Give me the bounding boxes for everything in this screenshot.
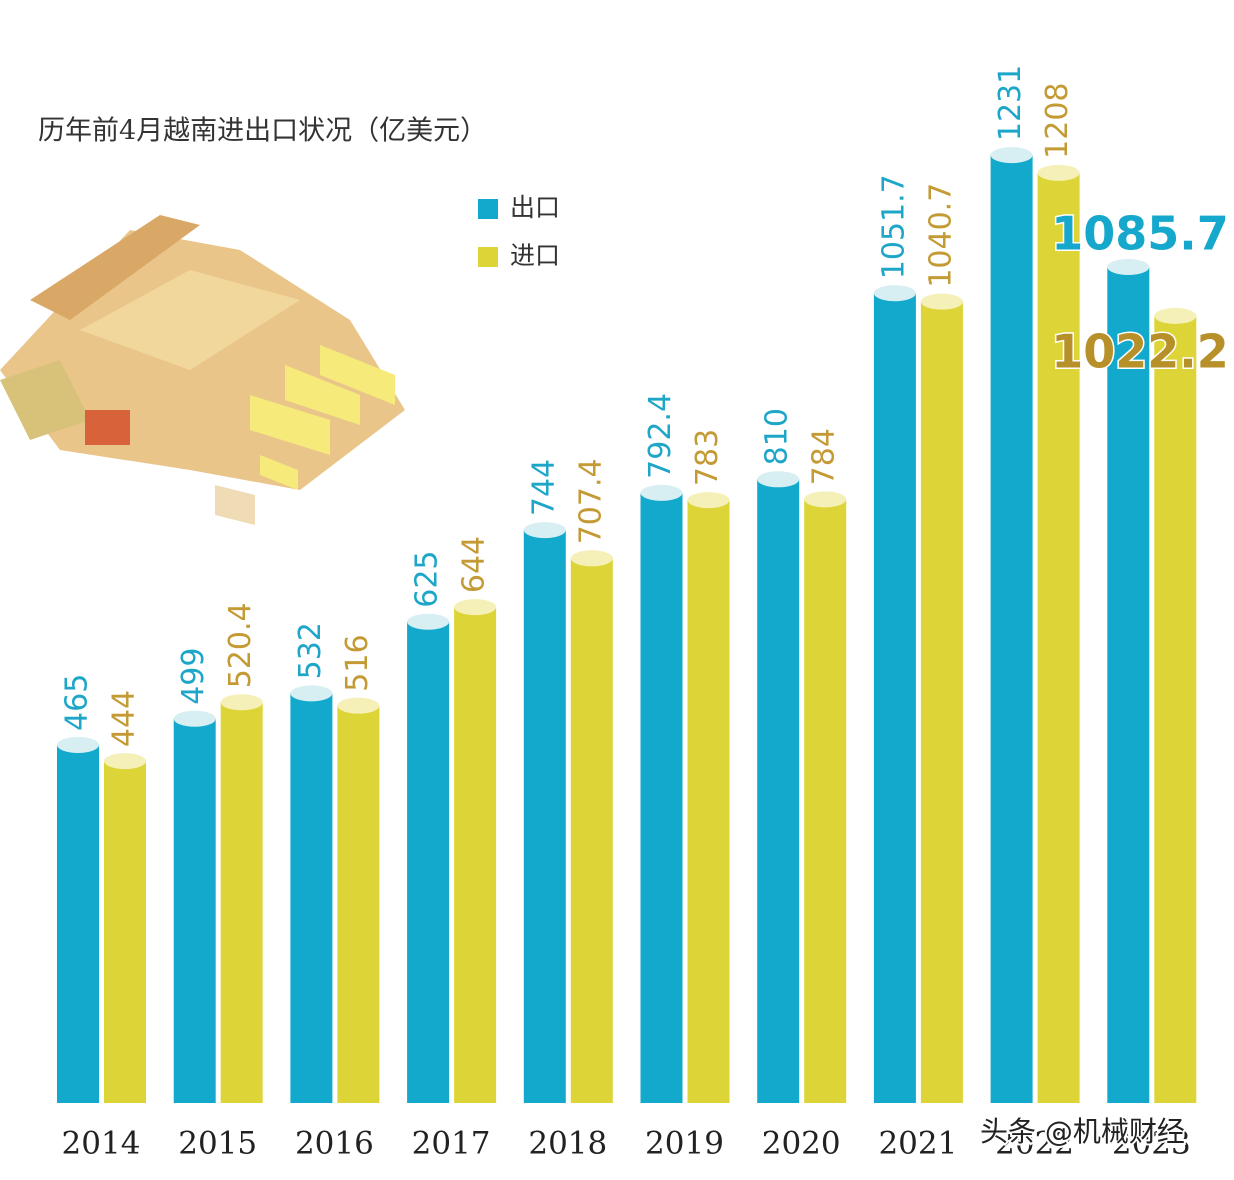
- bar: [523, 530, 566, 1103]
- bar: [57, 744, 99, 1103]
- x-tick-label: 2016: [295, 1126, 374, 1162]
- x-tick-label: 2019: [645, 1126, 724, 1162]
- x-tick-label: 2020: [762, 1126, 841, 1162]
- bar: [570, 558, 613, 1103]
- bar: [337, 705, 380, 1103]
- value-label: 532: [293, 622, 328, 679]
- value-label: 625: [410, 550, 445, 607]
- value-label: 1085.7: [1051, 207, 1229, 261]
- bar: [220, 702, 263, 1103]
- value-label: 783: [690, 429, 725, 486]
- bar-cap: [523, 522, 566, 539]
- bar: [990, 155, 1033, 1103]
- value-label: 1051.7: [876, 174, 911, 279]
- bar-cap: [337, 697, 380, 714]
- bar-cap: [454, 599, 497, 616]
- x-tick-label: 2022: [995, 1126, 1074, 1162]
- value-label: 784: [807, 428, 842, 485]
- bar: [104, 761, 146, 1103]
- value-label: 1231: [993, 65, 1028, 141]
- legend-label: 进口: [510, 241, 560, 270]
- chart-title: 历年前4月越南进出口状况（亿美元）: [38, 116, 487, 147]
- bar-cap: [757, 471, 800, 488]
- warehouse-illustration: [0, 215, 405, 525]
- x-tick-label: 2021: [878, 1126, 957, 1162]
- value-label: 810: [760, 408, 795, 465]
- bar-cap: [640, 484, 683, 501]
- bar-cap: [1107, 259, 1150, 276]
- value-label: 792.4: [643, 393, 678, 479]
- bar-cap: [290, 685, 333, 702]
- bar-cap: [220, 694, 263, 711]
- bar: [920, 301, 963, 1103]
- x-tick-label: 2018: [528, 1126, 607, 1162]
- legend-swatch: [478, 247, 498, 267]
- bar-cap: [570, 550, 613, 567]
- x-tick-label: 2014: [62, 1126, 141, 1162]
- bar: [687, 500, 730, 1104]
- bar-cap: [1037, 164, 1080, 181]
- value-label: 499: [176, 648, 211, 705]
- bar-cap: [104, 753, 146, 770]
- bar-cap: [873, 285, 916, 302]
- bar: [290, 693, 333, 1103]
- bar-cap: [173, 710, 216, 727]
- value-label: 520.4: [223, 602, 258, 688]
- bar: [407, 621, 450, 1103]
- bar: [757, 479, 800, 1103]
- bar: [1037, 172, 1080, 1104]
- value-label: 744: [526, 459, 561, 516]
- value-label: 444: [107, 690, 142, 747]
- bar-cap: [407, 613, 450, 630]
- bar-cap: [687, 492, 730, 509]
- bar-cap: [804, 491, 847, 508]
- bar: [640, 492, 683, 1103]
- legend-label: 出口: [510, 193, 560, 222]
- x-tick-label: 2017: [412, 1126, 491, 1162]
- value-label: 1022.2: [1051, 325, 1229, 379]
- bar: [1107, 267, 1150, 1103]
- value-label: 1208: [1040, 82, 1075, 158]
- bar-cap: [57, 736, 99, 753]
- watermark: 头条 @机械财经: [980, 1115, 1185, 1148]
- value-label: 707.4: [573, 458, 608, 544]
- bar: [454, 607, 497, 1103]
- bar: [804, 499, 847, 1103]
- legend-swatch: [478, 199, 498, 219]
- bar-cap: [920, 293, 963, 310]
- plot: 2014 465 444 2015 499 520.4 2016 532 516 2017 625 6…: [57, 65, 1230, 1162]
- bar: [173, 718, 216, 1103]
- bar-cap: [1154, 307, 1197, 324]
- bar: [1154, 315, 1197, 1103]
- value-label: 516: [340, 634, 375, 691]
- x-tick-label: 2015: [178, 1126, 257, 1162]
- x-tick-label: 2023: [1112, 1126, 1191, 1162]
- value-label: 465: [60, 674, 95, 731]
- value-label: 644: [457, 536, 492, 593]
- value-label: 1040.7: [923, 183, 958, 288]
- bar-cap: [990, 147, 1033, 164]
- bar: [873, 293, 916, 1103]
